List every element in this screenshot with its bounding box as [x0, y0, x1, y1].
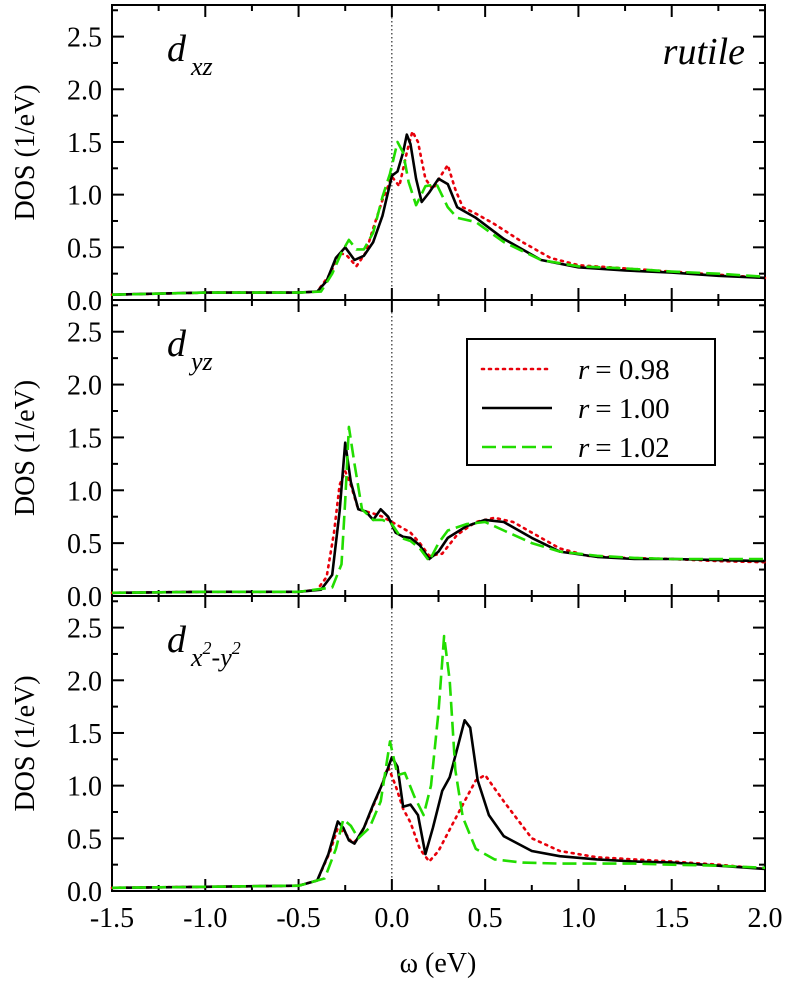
panel-label-sub-2: yz	[188, 347, 213, 376]
legend-label-1: r = 0.98	[578, 354, 670, 386]
x-tick-label: 0.5	[468, 903, 503, 934]
legend-var: r	[578, 354, 590, 386]
y-tick-label: 1.0	[67, 772, 102, 803]
series-line-panel2-r098	[110, 469, 767, 595]
x-tick-label: 1.0	[561, 903, 596, 934]
y-tick-label: 1.5	[67, 128, 102, 159]
legend-box	[466, 338, 716, 466]
legend-value: = 1.02	[595, 432, 669, 464]
y-tick-label: 1.5	[67, 719, 102, 750]
series-line-panel1-r098	[110, 130, 767, 297]
y-tick-label: 2.5	[67, 614, 102, 645]
legend-value: = 1.00	[595, 393, 669, 425]
x-tick-label: -0.5	[276, 903, 320, 934]
y-tick-label: 0.0	[67, 877, 102, 908]
sup-part: 2	[203, 638, 212, 658]
y-tick-label: 2.0	[67, 371, 102, 402]
y-axis-title: DOS (1/eV)	[10, 84, 41, 220]
panel-labels: d xzd yzd x2-y2	[167, 28, 241, 672]
x-axis-title: ω (eV)	[400, 948, 477, 979]
x-tick-label: 1.5	[654, 903, 689, 934]
panel-label-2: d	[167, 323, 187, 365]
sub-part: -y	[212, 643, 233, 672]
y-tick-label: 2.0	[67, 666, 102, 697]
y-tick-label: 1.0	[67, 181, 102, 212]
y-tick-label: 0.0	[67, 582, 102, 613]
y-tick-label: 2.5	[67, 23, 102, 54]
y-tick-label: 0.5	[67, 529, 102, 560]
legend-var: r	[578, 432, 590, 464]
panel-label-1: d	[167, 28, 187, 70]
series-line-panel3-r102	[111, 634, 766, 890]
sup-part: 2	[232, 638, 241, 658]
y-tick-label: 2.5	[67, 318, 102, 349]
series-line-panel2-r102	[111, 425, 765, 595]
y-tick-label: 0.5	[67, 824, 102, 855]
series-line-panel1-r102	[111, 140, 766, 296]
series-line-panel2-r100	[111, 441, 766, 595]
y-tick-label: 2.0	[67, 75, 102, 106]
dos-curves	[110, 130, 767, 890]
legend: r = 0.98r = 1.00r = 1.02	[466, 338, 716, 466]
y-tick-label: 1.0	[67, 476, 102, 507]
x-tick-label: 2.0	[748, 903, 783, 934]
y-tick-label: 0.5	[67, 233, 102, 264]
sub-part: x	[190, 643, 203, 672]
panel-label-sub-3: x2-y2	[190, 638, 241, 672]
panel-label-3: d	[167, 619, 187, 661]
y-axis-title: DOS (1/eV)	[10, 380, 41, 516]
series-line-panel3-r098	[110, 765, 767, 890]
legend-var: r	[578, 393, 590, 425]
panel-label-sub-1: xz	[190, 52, 213, 81]
axis-ticks	[111, 5, 766, 892]
x-tick-label: -1.5	[90, 903, 134, 934]
legend-label-2: r = 1.00	[578, 393, 670, 425]
x-tick-label: -1.0	[183, 903, 227, 934]
legend-value: = 0.98	[595, 354, 669, 386]
annotation-rutile: rutile	[663, 31, 745, 73]
tick-labels: 0.0 0.5 1.0 1.5 2.0 2.5 DOS (1/eV) 0.0 0.5 1.0 1.5…	[10, 23, 783, 934]
y-axis-title: DOS (1/eV)	[10, 675, 41, 811]
series-line-panel3-r100	[111, 718, 766, 890]
y-tick-label: 1.5	[67, 423, 102, 454]
x-tick-label: 0.0	[374, 903, 409, 934]
y-tick-label: 0.0	[67, 286, 102, 317]
legend-label-3: r = 1.02	[578, 432, 670, 464]
